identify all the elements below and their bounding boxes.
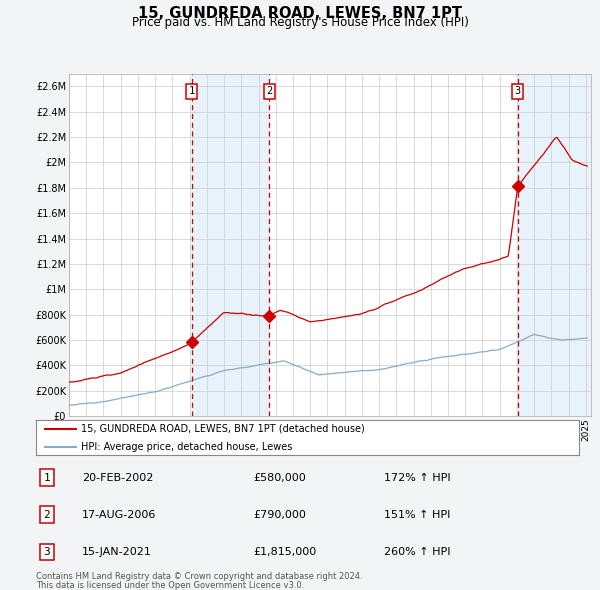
Text: 20-FEB-2002: 20-FEB-2002: [82, 473, 154, 483]
Text: 15, GUNDREDA ROAD, LEWES, BN7 1PT: 15, GUNDREDA ROAD, LEWES, BN7 1PT: [138, 6, 462, 21]
Text: 2: 2: [43, 510, 50, 520]
Text: Contains HM Land Registry data © Crown copyright and database right 2024.: Contains HM Land Registry data © Crown c…: [36, 572, 362, 581]
Text: Price paid vs. HM Land Registry's House Price Index (HPI): Price paid vs. HM Land Registry's House …: [131, 16, 469, 29]
Text: 1: 1: [43, 473, 50, 483]
Text: 2: 2: [266, 87, 272, 97]
Bar: [191, 74, 269, 416]
Text: This data is licensed under the Open Government Licence v3.0.: This data is licensed under the Open Gov…: [36, 581, 304, 589]
Text: 3: 3: [514, 87, 521, 97]
Text: 260% ↑ HPI: 260% ↑ HPI: [383, 547, 450, 557]
Text: 15-JAN-2021: 15-JAN-2021: [82, 547, 152, 557]
Bar: [518, 74, 591, 416]
Text: 1: 1: [188, 87, 195, 97]
Text: 17-AUG-2006: 17-AUG-2006: [82, 510, 157, 520]
Text: 172% ↑ HPI: 172% ↑ HPI: [383, 473, 450, 483]
Text: 15, GUNDREDA ROAD, LEWES, BN7 1PT (detached house): 15, GUNDREDA ROAD, LEWES, BN7 1PT (detac…: [80, 424, 364, 434]
Text: HPI: Average price, detached house, Lewes: HPI: Average price, detached house, Lewe…: [80, 442, 292, 451]
Text: £580,000: £580,000: [253, 473, 306, 483]
Text: 151% ↑ HPI: 151% ↑ HPI: [383, 510, 450, 520]
Text: 3: 3: [43, 547, 50, 557]
Text: £1,815,000: £1,815,000: [253, 547, 316, 557]
Text: £790,000: £790,000: [253, 510, 306, 520]
